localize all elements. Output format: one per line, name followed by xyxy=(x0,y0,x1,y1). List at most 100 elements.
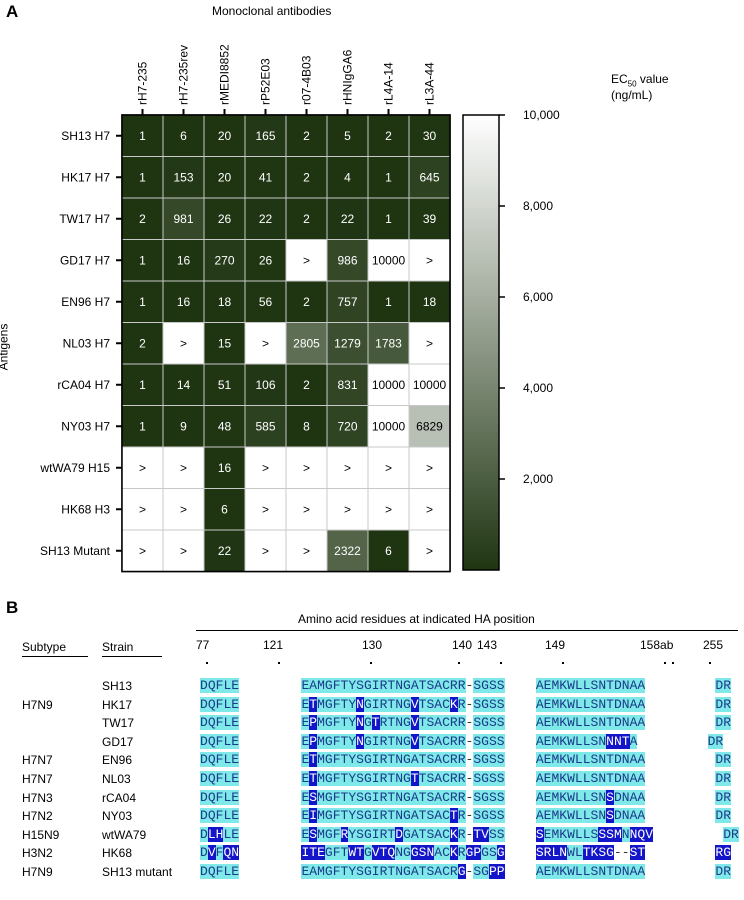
heatmap-cell-value: 720 xyxy=(337,419,357,433)
heatmap-cell xyxy=(244,405,287,448)
heatmap-cell xyxy=(408,239,451,282)
heatmap-cell xyxy=(203,405,246,448)
heatmap-cell xyxy=(121,280,164,323)
heatmap-cell-value: > xyxy=(426,461,433,475)
heatmap-cell xyxy=(367,239,410,282)
heatmap-cell-value: 2322 xyxy=(334,544,361,558)
heatmap-cell xyxy=(121,446,164,489)
heatmap-cell-value: 270 xyxy=(214,253,234,267)
heatmap-cell-value: > xyxy=(262,336,269,350)
heatmap-cell-value: > xyxy=(303,544,310,558)
position-label: 130 xyxy=(362,638,383,652)
heatmap-cell-value: 2 xyxy=(139,336,146,350)
heatmap-cell-value: 14 xyxy=(177,378,191,392)
alignment-title: Amino acid residues at indicated HA posi… xyxy=(298,612,535,626)
sequence-row: DQFLE ETMGFTYSGIRTNGTTSACRR-SGSS AEMKWLL… xyxy=(200,771,732,786)
subtype-label: H7N7 xyxy=(22,753,53,768)
heatmap-cell-value: > xyxy=(303,253,310,267)
sequence-row: DLHLE ESMGFRYSGIRTDGATSACKR-TVSS SEMKWLL… xyxy=(200,826,739,842)
heatmap-cell-value: 1 xyxy=(385,212,392,226)
row-label: rCA04 H7 xyxy=(57,378,110,392)
heatmap-cell-value: 981 xyxy=(173,212,193,226)
heatmap-cell-value: 16 xyxy=(177,253,191,267)
heatmap-cell xyxy=(285,280,328,323)
heatmap-cell-value: 2 xyxy=(303,129,310,143)
position-label: 121 xyxy=(263,638,284,652)
heatmap-cell xyxy=(367,156,410,199)
heatmap-column-title: Monoclonal antibodies xyxy=(212,4,332,18)
panel-a-letter: A xyxy=(6,2,19,21)
heatmap-cell xyxy=(244,156,287,199)
subtype-label: H15N9 xyxy=(22,827,60,842)
heatmap-cell-value: 51 xyxy=(218,378,232,392)
row-label: HK17 H7 xyxy=(61,170,110,184)
position-label: 158ab xyxy=(640,638,674,652)
heatmap-cell-value: > xyxy=(303,502,310,516)
heatmap-cell-value: 153 xyxy=(173,170,193,184)
heatmap-cell xyxy=(408,488,451,531)
heatmap-cell-value: 26 xyxy=(259,253,273,267)
colorbar-title-value: value xyxy=(636,72,669,86)
sequence-row: DQFLE ETMGFTYNGIRTNGVTSACKR-SGSS AEMKWLL… xyxy=(200,696,732,712)
heatmap-cell-value: 106 xyxy=(255,378,275,392)
position-marker xyxy=(500,662,502,664)
column-label: rL3A-44 xyxy=(423,62,437,105)
heatmap-cell-value: 2 xyxy=(139,212,146,226)
heatmap-cell-value: 18 xyxy=(218,295,232,309)
heatmap-cell-value: > xyxy=(303,461,310,475)
heatmap-cell-value: 1 xyxy=(139,419,146,433)
heatmap-cell-value: > xyxy=(262,544,269,558)
strain-label: NL03 xyxy=(102,772,131,786)
position-label: 255 xyxy=(703,638,724,652)
heatmap-cell-value: 15 xyxy=(218,336,232,350)
heatmap-cell-value: 22 xyxy=(218,544,232,558)
heatmap-cell xyxy=(285,114,328,157)
panel-b-letter: B xyxy=(6,598,19,617)
heatmap-cell-value: 10000 xyxy=(372,378,406,392)
heatmap-cell-value: 8 xyxy=(303,419,310,433)
subtype-label: H7N9 xyxy=(22,865,53,879)
heatmap-cell-value: 16 xyxy=(177,295,191,309)
heatmap-cell-value: 39 xyxy=(423,212,437,226)
alignment-title-rule xyxy=(196,630,738,631)
subtype-rule xyxy=(22,656,88,657)
heatmap-cell xyxy=(244,529,287,572)
heatmap-cell-value: > xyxy=(385,461,392,475)
heatmap-cell xyxy=(326,529,369,572)
heatmap-cell xyxy=(244,280,287,323)
heatmap-cell-value: 1279 xyxy=(334,336,361,350)
heatmap-cell-value: > xyxy=(180,336,187,350)
heatmap-cell xyxy=(162,197,205,240)
strain-label: SH13 mutant xyxy=(102,865,173,879)
heatmap-cell-value: 1 xyxy=(385,170,392,184)
heatmap-cell xyxy=(326,405,369,448)
heatmap-cell-value: 1 xyxy=(139,295,146,309)
strain-label: rCA04 xyxy=(102,790,137,805)
heatmap-cell xyxy=(408,322,451,365)
heatmap-border xyxy=(121,114,451,573)
heatmap-cell-value: 10000 xyxy=(413,378,447,392)
heatmap-cell xyxy=(244,363,287,406)
heatmap-cell xyxy=(162,280,205,323)
heatmap-cell-value: 48 xyxy=(218,419,232,433)
sequence-row: DQFLE ETMGFTYSGIRTNGATSACRR-SGSS AEMKWLL… xyxy=(200,752,732,768)
heatmap-chart: rH7-235 rH7-235rev rMEDI8852 rP52E03 r07-4B0… xyxy=(39,44,560,573)
subtype-label: H3N2 xyxy=(22,846,53,861)
row-label: wtWA79 H15 xyxy=(39,461,110,475)
heatmap-cell xyxy=(244,197,287,240)
heatmap-cell xyxy=(203,529,246,572)
heatmap-cell-value: > xyxy=(344,461,351,475)
colorbar-title-unit: (ng/mL) xyxy=(611,88,653,103)
heatmap-cell-value: 2 xyxy=(303,378,310,392)
colorbar-tick-label: 10,000 xyxy=(523,108,560,122)
heatmap-cell-value: 1 xyxy=(139,129,146,143)
column-label: rHNIgGA6 xyxy=(341,49,355,105)
heatmap-cell xyxy=(285,239,328,282)
sequence-row: DQFLE EPMGFTYNGTRTNGVTSACRR-SGSS AEMKWLL… xyxy=(200,715,732,731)
heatmap-cell-value: 2 xyxy=(303,212,310,226)
position-label: 140 xyxy=(452,638,473,652)
heatmap-row-labels: SH13 H7 HK17 H7 TW17 H7 GD17 H7 EN96 H7 NL03 … xyxy=(39,129,122,558)
heatmap-cell-value: 2805 xyxy=(293,336,320,350)
heatmap-cell-value: > xyxy=(262,502,269,516)
